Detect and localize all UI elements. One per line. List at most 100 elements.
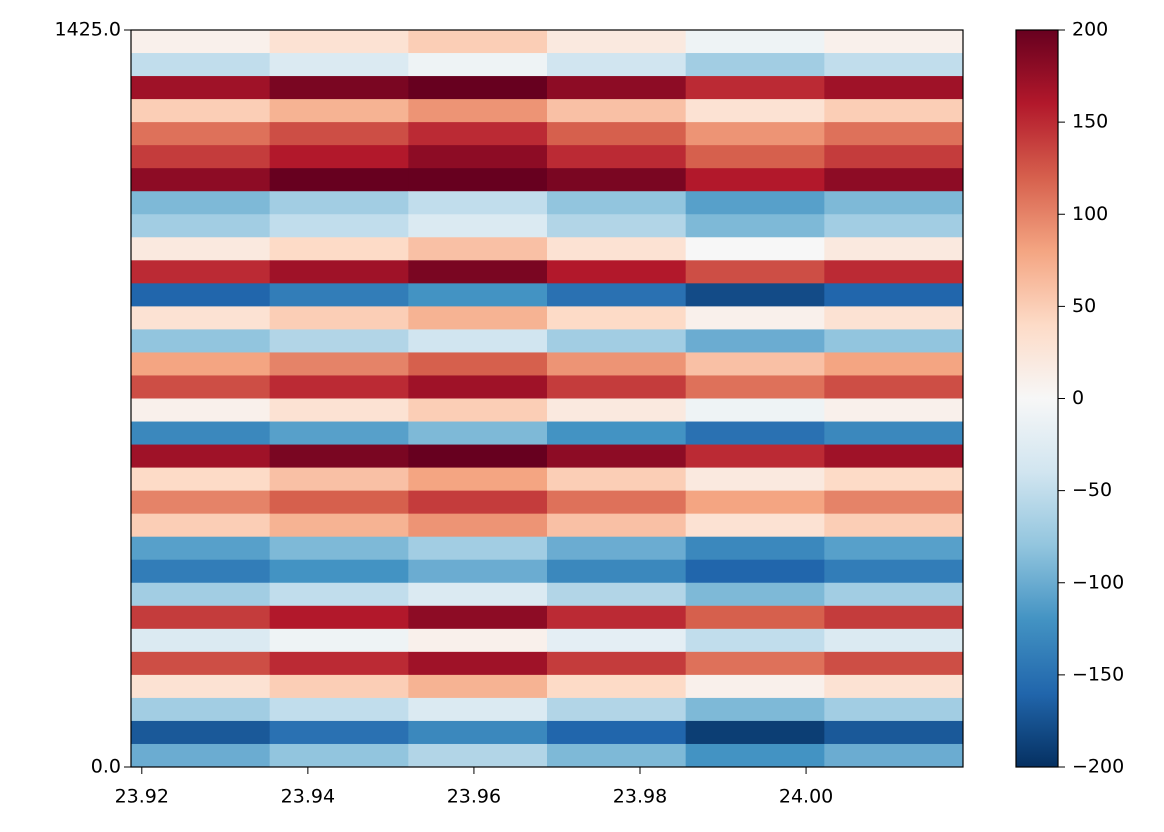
- heat-cell: [685, 191, 825, 215]
- heat-cell: [547, 329, 687, 353]
- heat-cell: [408, 467, 548, 492]
- heat-cell: [685, 513, 825, 538]
- heat-cell: [824, 306, 964, 330]
- heat-cell: [824, 536, 964, 561]
- heat-cell: [269, 30, 409, 54]
- heat-cell: [408, 168, 548, 192]
- heat-cell: [685, 444, 825, 469]
- heat-cell: [408, 30, 548, 54]
- heat-cell: [131, 490, 271, 515]
- heat-cell: [547, 168, 687, 192]
- heat-cell: [547, 99, 687, 123]
- heat-cell: [269, 513, 409, 538]
- heat-cell: [131, 651, 271, 676]
- heat-cell: [131, 743, 271, 768]
- heat-cell: [685, 467, 825, 492]
- heat-cell: [269, 76, 409, 100]
- heat-cell: [824, 145, 964, 169]
- heat-cell: [685, 30, 825, 54]
- heat-cell: [131, 237, 271, 261]
- heat-cell: [547, 582, 687, 607]
- heat-cell: [824, 743, 964, 768]
- heat-cell: [408, 352, 548, 376]
- heat-cell: [269, 329, 409, 353]
- heat-cell: [685, 674, 825, 699]
- heat-cell: [547, 467, 687, 492]
- heat-cell: [685, 76, 825, 100]
- heat-cell: [685, 398, 825, 423]
- heat-cell: [269, 398, 409, 423]
- heat-cell: [269, 536, 409, 561]
- colorbar-tick-label: 0: [1072, 387, 1084, 409]
- heat-cell: [824, 513, 964, 538]
- heat-cell: [408, 283, 548, 307]
- heat-cell: [131, 352, 271, 376]
- heat-cell: [408, 122, 548, 146]
- heat-cell: [547, 651, 687, 676]
- heat-cell: [269, 283, 409, 307]
- heat-cell: [131, 444, 271, 469]
- heat-cell: [408, 76, 548, 100]
- heat-cell: [685, 605, 825, 630]
- heat-cell: [131, 398, 271, 423]
- heat-cell: [408, 53, 548, 77]
- heat-cell: [269, 99, 409, 123]
- heat-cell: [269, 628, 409, 653]
- heat-cell: [824, 628, 964, 653]
- heat-cell: [547, 743, 687, 768]
- heat-cell: [408, 260, 548, 284]
- heat-cell: [408, 398, 548, 423]
- heat-cell: [685, 53, 825, 77]
- heat-cell: [685, 168, 825, 192]
- heat-cell: [824, 168, 964, 192]
- y-tick-label: 1425.0: [55, 19, 121, 41]
- heat-cell: [824, 582, 964, 607]
- heat-cell: [408, 582, 548, 607]
- heat-cell: [547, 398, 687, 423]
- heat-cell: [408, 559, 548, 584]
- colorbar-tick-label: 150: [1072, 111, 1108, 133]
- heat-cell: [269, 697, 409, 722]
- heat-cell: [269, 559, 409, 584]
- heat-cell: [131, 99, 271, 123]
- heat-cell: [269, 490, 409, 515]
- heat-cell: [408, 421, 548, 446]
- heat-cell: [131, 76, 271, 100]
- heat-cell: [547, 490, 687, 515]
- heat-cell: [685, 697, 825, 722]
- colorbar-tick-label: −200: [1072, 756, 1124, 778]
- heat-cell: [685, 628, 825, 653]
- heat-cell: [131, 168, 271, 192]
- heat-cell: [408, 99, 548, 123]
- colorbar: [1015, 29, 1059, 768]
- heat-cell: [131, 605, 271, 630]
- heat-cell: [547, 674, 687, 699]
- heat-cell: [408, 697, 548, 722]
- heat-cell: [408, 628, 548, 653]
- heat-cell: [269, 145, 409, 169]
- heat-cell: [131, 421, 271, 446]
- heat-cell: [685, 421, 825, 446]
- heat-cell: [685, 306, 825, 330]
- heat-cell: [408, 214, 548, 238]
- heat-cell: [547, 191, 687, 215]
- heat-cell: [131, 53, 271, 77]
- heat-cell: [824, 444, 964, 469]
- heat-cell: [547, 605, 687, 630]
- heat-cell: [408, 651, 548, 676]
- heat-cell: [131, 30, 271, 54]
- heat-cell: [269, 214, 409, 238]
- heat-cell: [269, 53, 409, 77]
- heat-cell: [131, 513, 271, 538]
- x-tick-label: 23.94: [281, 786, 335, 808]
- heat-cell: [547, 260, 687, 284]
- heat-cell: [408, 329, 548, 353]
- heat-cell: [131, 467, 271, 492]
- heat-cell: [685, 352, 825, 376]
- heat-cell: [824, 490, 964, 515]
- plot-frame: [130, 29, 964, 768]
- heat-cell: [824, 352, 964, 376]
- heat-cell: [685, 329, 825, 353]
- heat-cell: [685, 99, 825, 123]
